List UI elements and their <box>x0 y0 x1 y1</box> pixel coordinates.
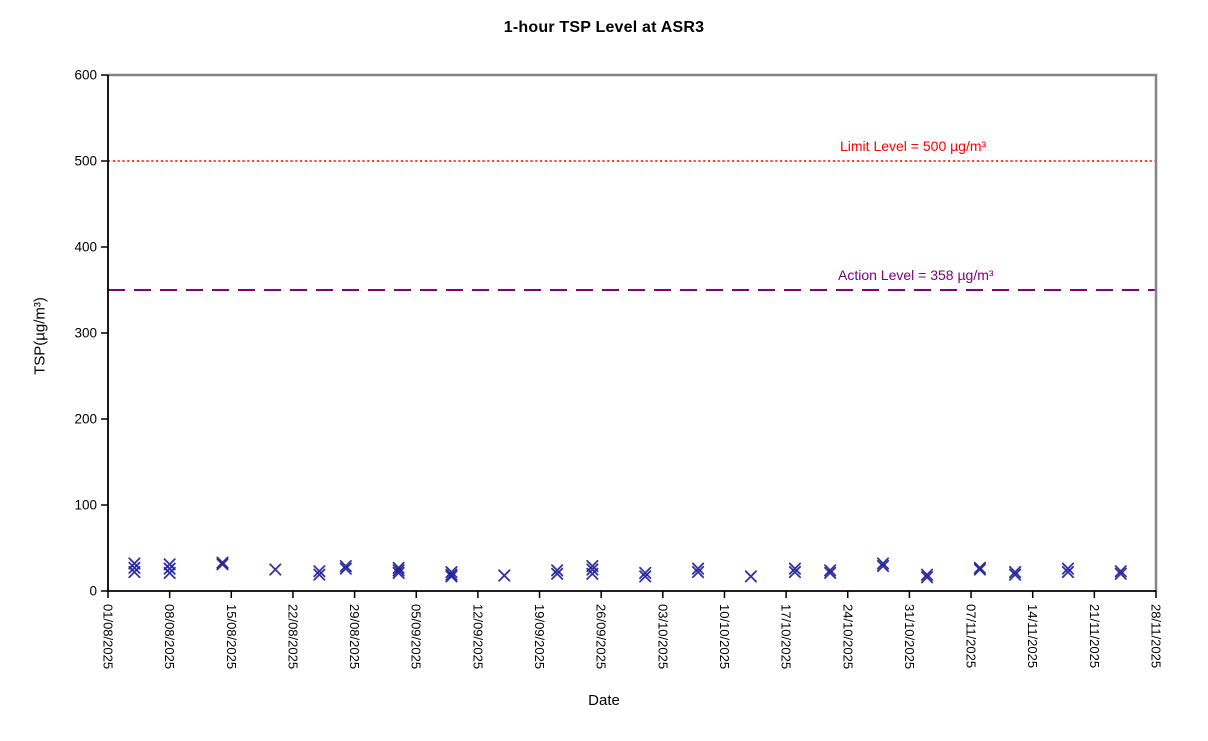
data-point-marker <box>216 556 229 569</box>
axes <box>107 75 1156 592</box>
data-point-marker <box>920 571 934 584</box>
data-point-marker <box>691 562 705 575</box>
data-point-marker <box>876 559 890 573</box>
data-point-marker <box>269 563 282 576</box>
data-point-marker <box>392 566 405 580</box>
data-point-marker <box>1114 565 1127 578</box>
x-tick-label: 22/08/2025 <box>285 604 300 669</box>
data-point-marker <box>445 570 458 583</box>
x-tick-label: 26/09/2025 <box>594 604 609 669</box>
y-tick-label: 300 <box>74 326 97 341</box>
data-point-marker <box>163 562 176 575</box>
data-point-marker <box>824 566 837 580</box>
x-tick-label: 07/11/2025 <box>964 604 979 668</box>
data-point-marker <box>973 561 986 574</box>
x-tick-label: 12/09/2025 <box>470 604 485 669</box>
limit-level-label: Limit Level = 500 µg/m³ <box>840 138 987 154</box>
x-tick-label: 24/10/2025 <box>840 604 855 669</box>
x-tick-label: 19/09/2025 <box>532 604 547 669</box>
data-point-marker <box>163 566 176 580</box>
data-point-marker <box>339 562 352 575</box>
data-point-marker <box>788 562 802 575</box>
x-tick-label: 01/08/2025 <box>101 604 116 669</box>
data-point-marker <box>876 557 890 570</box>
data-point-marker <box>639 570 652 583</box>
x-tick-label: 08/08/2025 <box>162 604 177 669</box>
data-point-marker <box>1008 568 1022 581</box>
data-point-marker <box>392 564 405 577</box>
data-point-marker <box>920 568 934 581</box>
x-tick-label: 29/08/2025 <box>347 604 362 669</box>
data-point-marker <box>1008 565 1022 579</box>
data-point-marker <box>445 568 458 581</box>
data-point-marker <box>586 563 599 576</box>
data-point-marker <box>216 558 229 571</box>
plot-frame <box>108 73 1158 592</box>
data-point-marker <box>551 567 564 580</box>
data-point-marker <box>128 561 141 574</box>
data-point-marker <box>128 565 141 579</box>
data-point-marker <box>744 570 757 583</box>
y-tick-label: 600 <box>74 68 97 83</box>
x-tick-label: 14/11/2025 <box>1025 604 1040 668</box>
y-tick-label: 0 <box>89 584 97 599</box>
data-point-marker <box>551 564 564 577</box>
data-point-marker <box>392 561 405 574</box>
data-point-marker <box>313 568 326 581</box>
data-point-marker <box>339 559 352 573</box>
data-point-marker <box>163 558 176 571</box>
data-point-marker <box>788 565 802 579</box>
data-point-marker <box>1061 565 1075 579</box>
data-point-marker <box>498 569 511 582</box>
x-tick-label: 10/10/2025 <box>717 604 732 669</box>
x-tick-label: 28/11/2025 <box>1149 604 1164 668</box>
data-point-marker <box>128 557 141 570</box>
y-tick-label: 500 <box>74 154 97 169</box>
data-point-marker <box>691 565 705 579</box>
action-level-label: Action Level = 358 µg/m³ <box>838 267 994 283</box>
x-tick-label: 03/10/2025 <box>655 604 670 669</box>
data-point-marker <box>1114 567 1127 580</box>
y-tick-label: 400 <box>74 240 97 255</box>
data-point-marker <box>586 567 599 580</box>
x-axis-title: Date <box>588 692 620 709</box>
data-point-marker <box>824 564 837 577</box>
y-tick-label: 100 <box>74 498 97 513</box>
x-tick-label: 31/10/2025 <box>902 604 917 669</box>
x-tick-label: 05/09/2025 <box>409 604 424 669</box>
x-tick-label: 15/08/2025 <box>224 604 239 669</box>
y-tick-label: 200 <box>74 412 97 427</box>
data-point-marker <box>639 566 652 580</box>
x-tick-label: 21/11/2025 <box>1087 604 1102 668</box>
chart-title: 1-hour TSP Level at ASR3 <box>503 19 705 36</box>
data-point-marker <box>445 565 458 579</box>
data-point-marker <box>1061 562 1075 575</box>
data-point-marker <box>313 565 326 578</box>
x-tick-label: 17/10/2025 <box>779 604 794 669</box>
data-point-marker <box>973 563 986 576</box>
